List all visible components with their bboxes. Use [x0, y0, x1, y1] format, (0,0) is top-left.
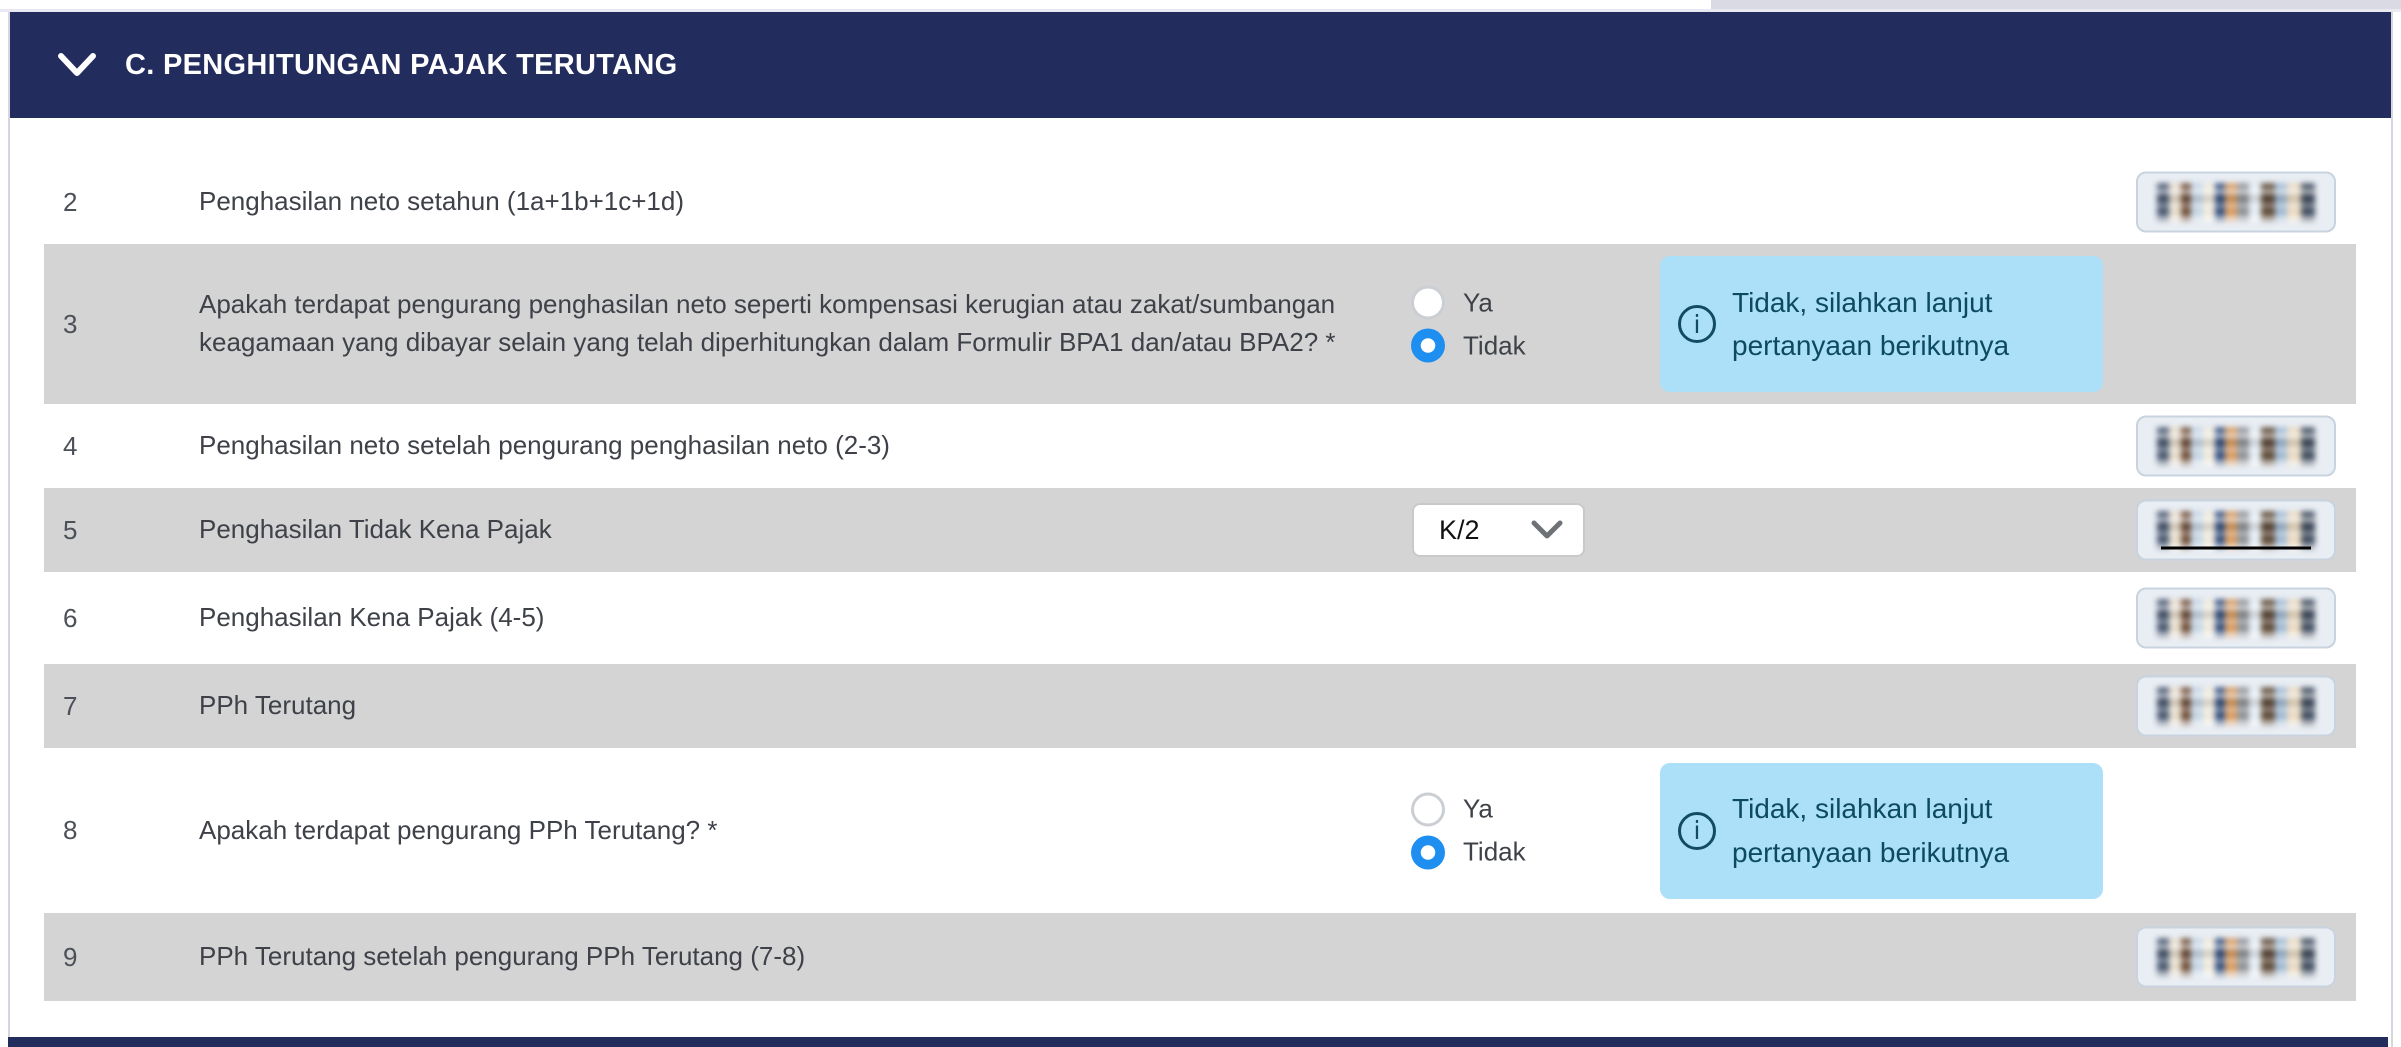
radio-ya-label: Ya [1463, 287, 1493, 317]
value-field-row2[interactable] [2136, 171, 2336, 233]
table-row-6: 6 Penghasilan Kena Pajak (4-5) [44, 572, 2356, 664]
row-label: Penghasilan neto setahun (1a+1b+1c+1d) [199, 186, 684, 217]
row-number: 8 [63, 815, 78, 845]
section-card: C. PENGHITUNGAN PAJAK TERUTANG 2 Penghas… [8, 12, 2393, 1047]
redacted-value [2157, 511, 2315, 549]
radio-tidak-label: Tidak [1463, 330, 1526, 360]
row-number: 3 [63, 308, 78, 339]
value-field-row5[interactable] [2136, 499, 2336, 561]
redacted-value [2157, 599, 2315, 637]
ptkp-dropdown[interactable]: K/2 [1412, 503, 1585, 557]
radio-option-ya[interactable]: Ya [1411, 792, 1526, 826]
table-row-7: 7 PPh Terutang [44, 664, 2356, 748]
info-icon: i [1678, 305, 1716, 343]
row-label: PPh Terutang setelah pengurang PPh Terut… [199, 941, 806, 972]
row-number: 7 [63, 690, 78, 721]
chevron-down-icon [1531, 520, 1563, 539]
table-row-4: 4 Penghasilan neto setelah pengurang pen… [44, 404, 2356, 488]
radio-tidak-icon[interactable] [1411, 328, 1445, 363]
redacted-value [2157, 183, 2315, 221]
chevron-down-icon [58, 53, 96, 76]
row-number: 4 [63, 430, 78, 461]
radio-ya-icon[interactable] [1411, 285, 1445, 320]
section-title: C. PENGHITUNGAN PAJAK TERUTANG [125, 48, 678, 81]
row-label: Penghasilan neto setelah pengurang pengh… [199, 430, 890, 461]
redacted-value [2157, 687, 2315, 725]
redacted-value [2157, 427, 2315, 465]
table-row-8: 8 Apakah terdapat pengurang PPh Terutang… [44, 748, 2356, 913]
radio-option-ya[interactable]: Ya [1411, 285, 1526, 320]
radio-option-tidak[interactable]: Tidak [1411, 835, 1526, 869]
table-row-2: 2 Penghasilan neto setahun (1a+1b+1c+1d) [44, 160, 2356, 244]
value-field-row9[interactable] [2136, 926, 2336, 988]
top-strip-edge [0, 9, 2401, 12]
row-number: 5 [63, 514, 78, 545]
radio-tidak-label: Tidak [1463, 836, 1526, 867]
row-label: PPh Terutang [199, 690, 357, 721]
section-header-c[interactable]: C. PENGHITUNGAN PAJAK TERUTANG [10, 12, 2391, 118]
table-row-3: 3 Apakah terdapat pengurang penghasilan … [44, 244, 2356, 404]
redacted-value [2157, 938, 2315, 976]
radio-tidak-icon[interactable] [1411, 835, 1445, 869]
info-icon: i [1678, 811, 1716, 850]
form-rows: 2 Penghasilan neto setahun (1a+1b+1c+1d)… [10, 118, 2391, 1001]
radio-ya-icon[interactable] [1411, 792, 1445, 826]
info-text: Tidak, silahkan lanjut pertanyaan beriku… [1732, 793, 2010, 868]
ptkp-dropdown-value: K/2 [1439, 514, 1480, 545]
row-number: 9 [63, 941, 78, 972]
row-label: Penghasilan Kena Pajak (4-5) [199, 602, 545, 633]
value-underline [2161, 546, 2311, 550]
radio-group-pengurang-neto: Ya Tidak [1411, 285, 1526, 363]
row-label: Penghasilan Tidak Kena Pajak [199, 514, 552, 545]
next-section-header-edge [8, 1037, 2388, 1047]
radio-group-pengurang-pph: Ya Tidak [1411, 792, 1526, 869]
info-text: Tidak, silahkan lanjut pertanyaan beriku… [1732, 286, 2010, 361]
row-label: Apakah terdapat pengurang penghasilan ne… [199, 289, 1336, 357]
table-row-5: 5 Penghasilan Tidak Kena Pajak K/2 [44, 488, 2356, 572]
value-field-row6[interactable] [2136, 587, 2336, 649]
row-label: Apakah terdapat pengurang PPh Terutang? … [199, 814, 718, 845]
top-strip-right-segment [1711, 0, 2401, 9]
value-field-row4[interactable] [2136, 415, 2336, 477]
page-top-strip [0, 0, 2401, 12]
row-number: 6 [63, 602, 78, 633]
info-box: i Tidak, silahkan lanjut pertanyaan beri… [1660, 256, 2103, 392]
row-number: 2 [63, 186, 78, 217]
value-field-row7[interactable] [2136, 675, 2336, 737]
table-row-9: 9 PPh Terutang setelah pengurang PPh Ter… [44, 913, 2356, 1001]
radio-ya-label: Ya [1463, 793, 1493, 824]
info-box: i Tidak, silahkan lanjut pertanyaan beri… [1660, 762, 2103, 899]
radio-option-tidak[interactable]: Tidak [1411, 328, 1526, 363]
